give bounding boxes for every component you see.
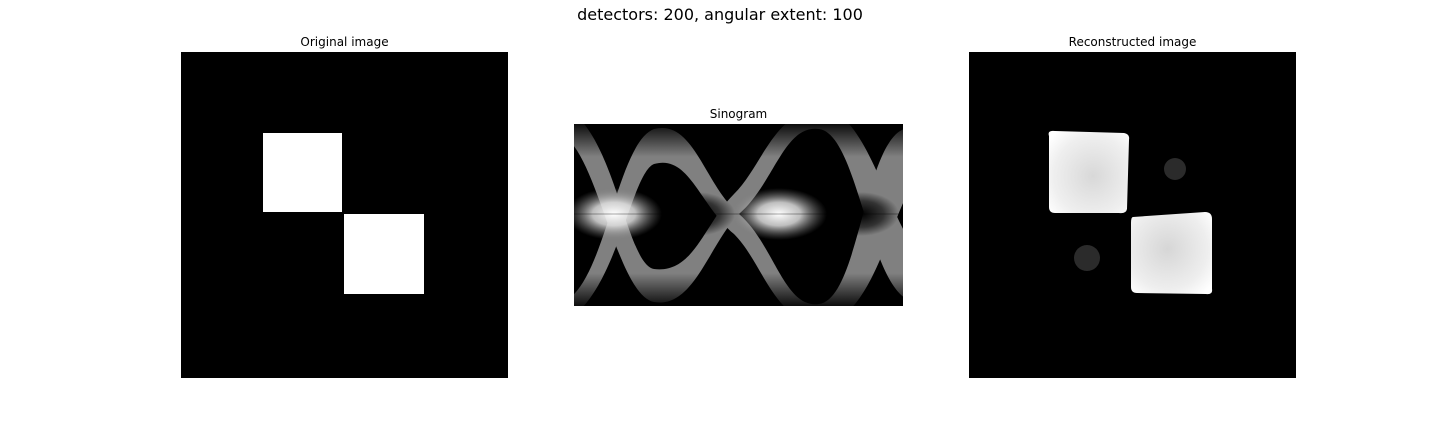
reconstructed-canvas: [969, 52, 1296, 378]
original-image-canvas: [181, 52, 508, 378]
sinogram-canvas: [574, 124, 903, 306]
original-square-top-left: [263, 133, 342, 212]
original-square-bottom-right: [344, 214, 424, 294]
reconstructed-square-bottom-right: [1131, 212, 1213, 295]
reconstructed-artifact-blob-2: [1074, 245, 1100, 271]
original-image: [181, 52, 508, 378]
sinogram-title: Sinogram: [709, 107, 768, 121]
reconstructed-square-top-left: [1048, 130, 1130, 214]
reconstructed-image: [969, 52, 1296, 378]
sinogram-image: [574, 124, 903, 306]
reconstructed-image-title: Reconstructed image: [1068, 35, 1197, 49]
reconstructed-artifact-blob-1: [1164, 158, 1186, 180]
sinogram-edge-fade: [574, 124, 903, 306]
figure-title: detectors: 200, angular extent: 100: [577, 5, 863, 24]
reconstructed-background: [969, 52, 1296, 378]
original-image-title: Original image: [300, 35, 389, 49]
